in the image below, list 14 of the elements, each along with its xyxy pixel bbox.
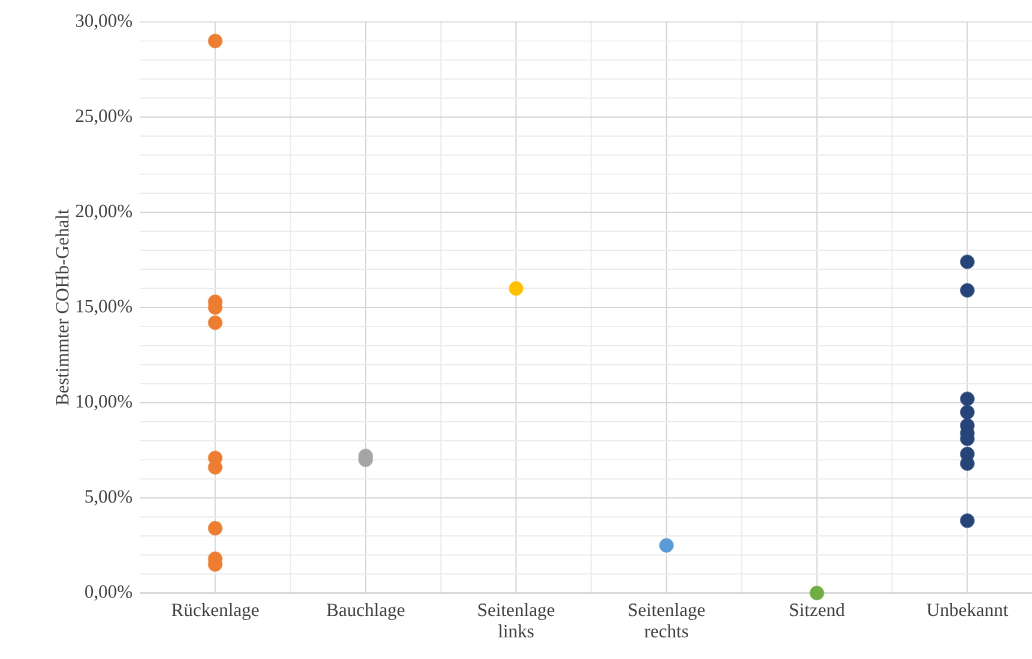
y-axis-title: Bestimmter COHb-Gehalt xyxy=(55,209,69,406)
y-tick-label: 30,00% xyxy=(75,14,132,30)
x-tick-label: Rückenlage xyxy=(171,603,259,621)
y-tick-label: 25,00% xyxy=(75,109,132,125)
y-tick-label: 10,00% xyxy=(76,395,132,411)
x-tick-label: Bauchlage xyxy=(326,603,405,621)
x-tick-label: Unbekannt xyxy=(926,603,1009,617)
y-tick-label: 5,00% xyxy=(85,490,132,506)
y-tick-label: 0,00% xyxy=(85,585,132,601)
y-tick-label: 20,00% xyxy=(75,204,132,220)
y-tick-label: 15,00% xyxy=(76,299,132,316)
x-tick-label: Sitzend xyxy=(790,603,845,617)
x-tick-label: Seitenlage links xyxy=(478,603,555,638)
x-tick-label: Seitenlage rechts xyxy=(628,603,705,638)
